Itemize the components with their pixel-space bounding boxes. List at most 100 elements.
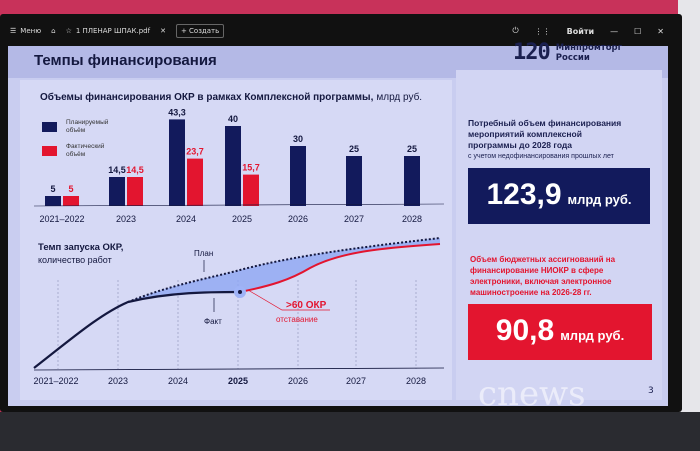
logo-text: России bbox=[555, 52, 590, 63]
new-label: Создать bbox=[189, 27, 220, 35]
svg-text:Объемы финансирования ОКР в ра: Объемы финансирования ОКР в рамках Компл… bbox=[40, 91, 422, 103]
x-tick-label: 2021–2022 bbox=[39, 214, 84, 224]
bar-actual bbox=[187, 158, 203, 206]
slide: Темпы финансирования 120 Минпромторг Росс… bbox=[8, 40, 668, 414]
current-point bbox=[238, 290, 242, 294]
floor bbox=[0, 412, 700, 451]
x-tick-label: 2027 bbox=[344, 214, 364, 224]
budget-text: электроники, включая электронное bbox=[470, 277, 612, 286]
page-number: 3 bbox=[648, 386, 654, 396]
gap-value: >60 ОКР bbox=[286, 300, 327, 311]
x-tick-label: 2021–2022 bbox=[33, 376, 78, 386]
bar-planned bbox=[346, 156, 362, 206]
new-tab-button[interactable]: + Создать bbox=[175, 24, 225, 38]
apps-icon[interactable]: ⋮⋮ bbox=[534, 26, 551, 36]
x-axis bbox=[33, 367, 445, 371]
legend-label: Фактический bbox=[66, 142, 105, 150]
menu-icon: ☰ bbox=[10, 27, 17, 35]
bar-planned bbox=[109, 177, 125, 206]
minimize-icon[interactable]: — bbox=[610, 26, 619, 36]
x-tick-label: 2023 bbox=[108, 376, 128, 386]
legend-label: объём bbox=[66, 126, 86, 134]
plan-line bbox=[127, 237, 441, 303]
legend-swatch-planned bbox=[42, 122, 57, 132]
bar-value-label: 40 bbox=[228, 114, 238, 124]
budget-value: 90,8 bbox=[495, 314, 555, 347]
need-value: 123,9 bbox=[486, 178, 562, 211]
bar-value-label: 23,7 bbox=[186, 147, 204, 157]
bar-planned bbox=[404, 156, 420, 206]
charts-panel: Объемы финансирования ОКР в рамках Компл… bbox=[20, 80, 452, 400]
legend-swatch-actual bbox=[42, 146, 57, 156]
need-value-box: 123,9 млрд руб. bbox=[468, 168, 650, 224]
x-tick-label: 2025 bbox=[232, 214, 252, 224]
fact-line bbox=[33, 290, 241, 369]
power-icon[interactable]: ⏻ bbox=[512, 26, 519, 35]
gap-label: отставание bbox=[276, 315, 318, 324]
bar-actual bbox=[127, 177, 143, 206]
menu-label: Меню bbox=[20, 27, 42, 35]
close-window-icon[interactable]: ✕ bbox=[657, 26, 664, 36]
menu-button[interactable]: ☰ Меню bbox=[10, 27, 41, 35]
x-tick-label: 2027 bbox=[346, 376, 366, 386]
x-tick-label: 2023 bbox=[116, 214, 136, 224]
summary-panel: Потребный объем финансирования мероприят… bbox=[456, 70, 662, 400]
x-tick-label: 2028 bbox=[402, 214, 422, 224]
bar-chart-unit: млрд руб. bbox=[376, 91, 422, 103]
budget-unit: млрд руб. bbox=[560, 328, 625, 343]
budget-text: Объем бюджетных ассигнований на bbox=[470, 255, 616, 264]
bar-value-label: 14,5 bbox=[108, 165, 126, 175]
cnews-watermark: cnews bbox=[478, 374, 586, 414]
x-tick-label: 2026 bbox=[288, 214, 308, 224]
bar-planned bbox=[169, 119, 185, 206]
logo-number: 120 bbox=[513, 40, 551, 65]
budget-value-box: 90,8 млрд руб. bbox=[468, 304, 652, 360]
bar-baseline bbox=[33, 203, 445, 207]
legend-label: объём bbox=[66, 150, 86, 158]
bar-value-label: 5 bbox=[68, 184, 73, 194]
home-icon[interactable]: ⌂ bbox=[51, 27, 56, 35]
bar-value-label: 14,5 bbox=[126, 165, 144, 175]
line-chart-title: Темп запуска ОКР, bbox=[38, 242, 123, 253]
slide-title: Темпы финансирования bbox=[34, 52, 217, 69]
tab-label: 1 ПЛЕНАР ШПАК.pdf bbox=[75, 27, 151, 35]
plan-label: План bbox=[194, 249, 213, 258]
forecast-line bbox=[239, 243, 441, 293]
login-button[interactable]: Войти bbox=[566, 26, 595, 36]
x-tick-label: 2024 bbox=[176, 214, 196, 224]
bar-value-label: 30 bbox=[293, 134, 303, 144]
bar-chart: Объемы финансирования ОКР в рамках Компл… bbox=[33, 91, 445, 224]
gap-area bbox=[128, 238, 440, 302]
budget-text: машиностроение на 2026-28 гг. bbox=[470, 288, 592, 297]
x-tick-label: 2024 bbox=[168, 376, 188, 386]
budget-text: финансирование НИОКР в сфере bbox=[470, 266, 604, 275]
tab-pdf[interactable]: ☆ 1 ПЛЕНАР ШПАК.pdf bbox=[66, 27, 151, 35]
star-icon: ☆ bbox=[65, 27, 72, 35]
bar-actual bbox=[63, 196, 79, 206]
bar-chart-title: Объемы финансирования ОКР в рамках Компл… bbox=[40, 91, 374, 103]
browser-toolbar: ☰ Меню ⌂ ☆ 1 ПЛЕНАР ШПАК.pdf ✕ + Создать ⏻… bbox=[4, 16, 678, 46]
bar-value-label: 25 bbox=[349, 144, 359, 154]
need-text: мероприятий комплексной bbox=[468, 129, 582, 139]
line-chart: Темп запуска ОКР, количество работ План … bbox=[33, 237, 445, 386]
fact-label: Факт bbox=[204, 317, 222, 326]
bar-planned bbox=[225, 126, 241, 206]
x-tick-label: 2028 bbox=[406, 376, 426, 386]
logo-text: Минпромторг bbox=[555, 42, 623, 53]
need-text: программы до 2028 года bbox=[468, 140, 573, 150]
wall bbox=[678, 0, 700, 451]
need-text: Потребный объем финансирования bbox=[468, 118, 622, 128]
need-note: с учетом недофинансирования прошлых лет bbox=[468, 153, 614, 160]
close-tab-icon[interactable]: ✕ bbox=[160, 27, 166, 35]
maximize-icon[interactable]: ☐ bbox=[634, 26, 642, 36]
legend-label: Планируемый bbox=[66, 118, 109, 126]
bar-actual bbox=[243, 174, 259, 206]
bar-value-label: 5 bbox=[50, 184, 55, 194]
bar-value-label: 25 bbox=[407, 144, 417, 154]
bar-planned bbox=[290, 146, 306, 206]
bar-value-label: 43,3 bbox=[168, 107, 186, 117]
bar-value-label: 15,7 bbox=[242, 163, 260, 173]
x-tick-label: 2025 bbox=[228, 376, 248, 386]
need-unit: млрд руб. bbox=[567, 192, 632, 207]
x-tick-label: 2026 bbox=[288, 376, 308, 386]
